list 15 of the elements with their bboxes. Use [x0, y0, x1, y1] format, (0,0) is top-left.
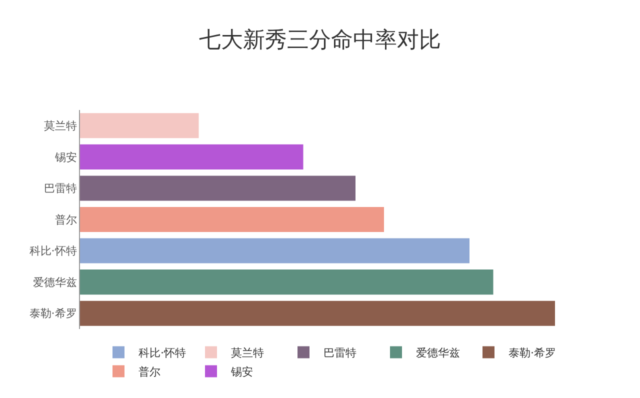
legend-label: 科比·怀特 — [138, 346, 186, 360]
y-tick-label: 爱德华兹 — [32, 276, 77, 289]
chart-title: 七大新秀三分命中率对比 — [199, 28, 441, 54]
y-tick-label: 泰勒·希罗 — [29, 307, 77, 320]
y-tick-label: 莫兰特 — [44, 119, 77, 132]
legend-label: 普尔 — [138, 366, 160, 379]
legend-label: 锡安 — [230, 366, 253, 379]
y-tick-label: 普尔 — [54, 213, 77, 226]
y-tick-label: 科比·怀特 — [29, 244, 77, 258]
legend-label: 莫兰特 — [231, 346, 264, 360]
legend-label: 泰勒·希罗 — [508, 346, 556, 360]
y-tick-label: 巴雷特 — [44, 182, 77, 196]
legend-label: 巴雷特 — [324, 346, 356, 360]
y-tick-label: 锡安 — [54, 150, 77, 164]
legend-label: 爱德华兹 — [416, 346, 460, 360]
